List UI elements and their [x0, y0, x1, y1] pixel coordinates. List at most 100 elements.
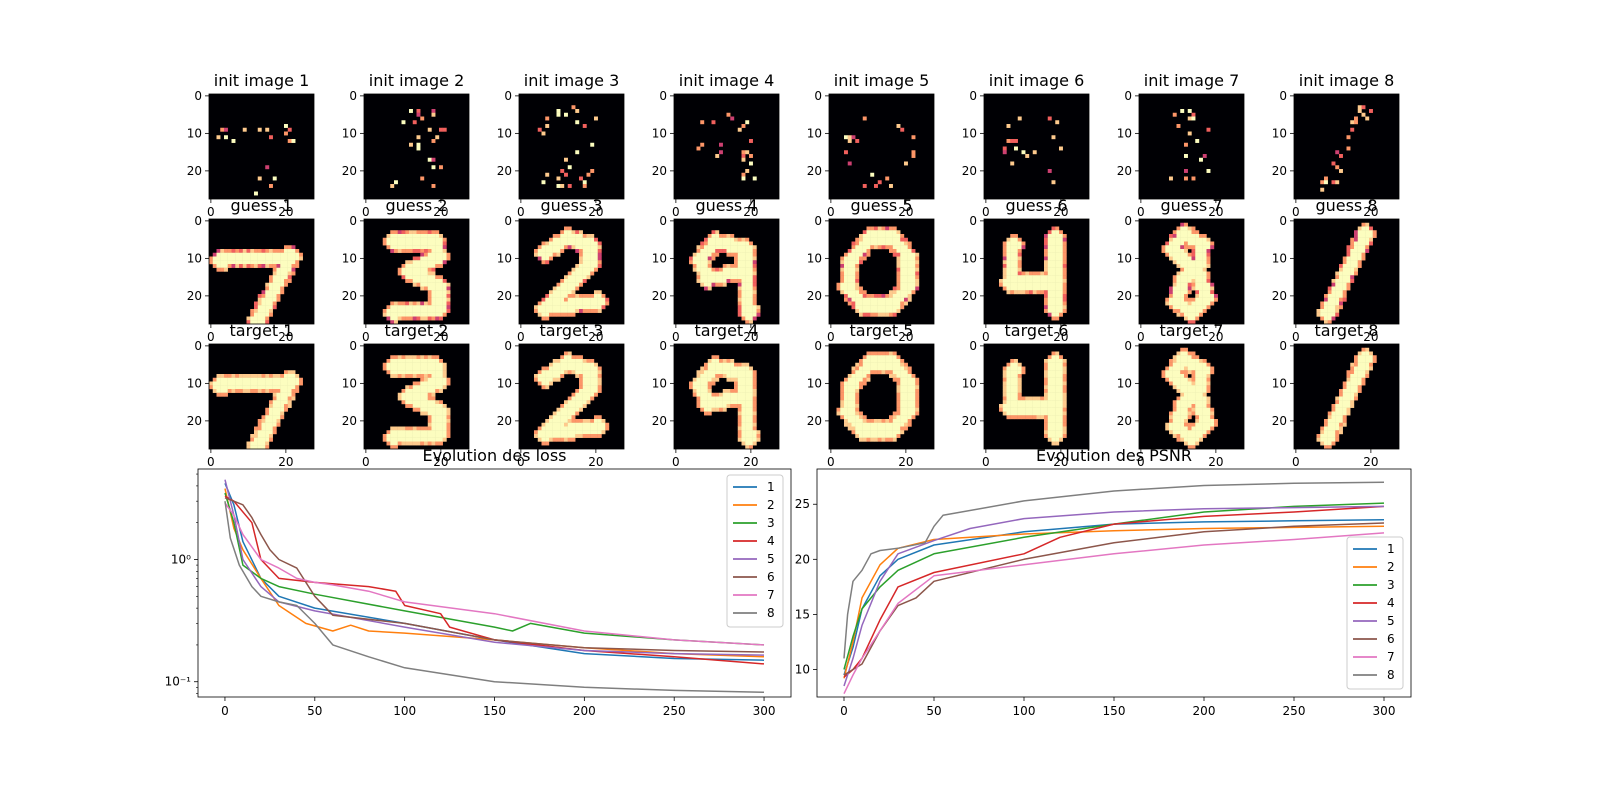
image-pixel — [900, 411, 905, 416]
image-pixel — [1180, 275, 1185, 280]
image-pixel — [1335, 426, 1340, 431]
image-pixel — [696, 260, 701, 265]
image-pixel — [859, 434, 863, 438]
image-pixel — [586, 422, 591, 427]
image-pixel — [711, 407, 716, 412]
image-pixel — [246, 316, 251, 321]
image-pixel — [420, 237, 425, 242]
image-pixel — [272, 282, 277, 287]
image-pixel — [696, 146, 701, 151]
image-pixel — [696, 245, 701, 250]
image-pixel — [862, 241, 867, 246]
image-pixel — [409, 366, 413, 371]
image-pixel — [1172, 400, 1177, 405]
image-frame — [828, 218, 935, 325]
image-pixel — [1195, 271, 1200, 276]
image-pixel — [284, 392, 288, 397]
image-pixel — [911, 275, 916, 280]
image-pixel — [242, 264, 247, 268]
image-pixel — [859, 290, 863, 295]
image-pixel — [1006, 407, 1011, 412]
image-pixel — [892, 252, 897, 257]
image-pixel — [1199, 245, 1203, 250]
image-pixel — [900, 407, 905, 412]
y-tick-label: 20 — [497, 414, 512, 428]
image-pixel — [1357, 105, 1362, 110]
image-pixel — [427, 411, 432, 416]
legend-label: 7 — [767, 588, 775, 602]
image-pixel — [220, 264, 225, 268]
image-pixel — [1184, 222, 1188, 227]
image-pixel — [1010, 362, 1015, 367]
image-pixel — [1184, 312, 1188, 317]
image-pixel — [269, 252, 273, 257]
image-pixel — [696, 271, 701, 276]
image-pixel — [427, 241, 432, 246]
image-pixel — [1202, 252, 1207, 257]
image-pixel — [431, 297, 436, 302]
image-pixel — [261, 260, 266, 265]
image-pixel — [386, 309, 391, 313]
image-pixel — [756, 437, 761, 442]
image-title: init image 7 — [1144, 71, 1240, 90]
image-frame — [1138, 343, 1245, 450]
image-pixel — [915, 286, 920, 291]
image-pixel — [1199, 267, 1203, 272]
image-pixel — [719, 359, 723, 363]
image-pixel — [575, 434, 580, 438]
image-pixel — [1195, 275, 1200, 280]
x-tick-label: 0 — [840, 704, 848, 718]
image-pixel — [870, 419, 875, 423]
image-pixel — [749, 320, 753, 325]
image-pixel — [1051, 415, 1056, 420]
image-pixel — [601, 422, 606, 427]
image-pixel — [416, 305, 421, 310]
image-pixel — [409, 392, 413, 397]
image-pixel — [1184, 226, 1188, 231]
image-title: init image 3 — [524, 71, 620, 90]
image-pixel — [1327, 286, 1332, 291]
image-pixel — [752, 286, 757, 291]
image-pixel — [745, 256, 750, 261]
image-pixel — [1021, 150, 1026, 155]
image-pixel — [844, 377, 848, 382]
image-pixel — [405, 392, 410, 397]
image-pixel — [435, 135, 440, 140]
image-pixel — [269, 297, 273, 302]
image-pixel — [907, 419, 912, 423]
image-pixel — [1002, 374, 1007, 378]
image-pixel — [855, 294, 860, 298]
image-pixel — [840, 271, 845, 276]
image-pixel — [1206, 279, 1211, 283]
image-pixel — [257, 434, 262, 438]
image-pixel — [749, 249, 753, 253]
image-pixel — [386, 312, 391, 317]
image-pixel — [265, 434, 270, 438]
image-pixel — [280, 385, 285, 390]
image-pixel — [1191, 305, 1196, 310]
image-frame — [983, 343, 1090, 450]
image-pixel — [859, 309, 863, 313]
image-pixel — [224, 385, 228, 390]
image-pixel — [209, 385, 213, 390]
image-pixel — [896, 400, 901, 405]
image-pixel — [847, 275, 852, 280]
image-pixel — [1047, 366, 1052, 371]
image-pixel — [892, 415, 897, 420]
image-pixel — [556, 419, 561, 423]
image-pixel — [715, 249, 720, 253]
image-pixel — [730, 389, 735, 393]
image-pixel — [907, 370, 912, 375]
y-tick-label: 0 — [1279, 339, 1287, 353]
image-pixel — [582, 184, 587, 188]
image-pixel — [390, 437, 395, 442]
image-pixel — [719, 271, 723, 276]
image-pixel — [571, 230, 576, 235]
image-pixel — [892, 422, 897, 427]
y-tick-label: 0 — [349, 339, 357, 353]
image-pixel — [1010, 245, 1015, 250]
image-pixel — [1346, 381, 1351, 386]
image-pixel — [409, 271, 413, 276]
image-pixel — [915, 271, 920, 276]
